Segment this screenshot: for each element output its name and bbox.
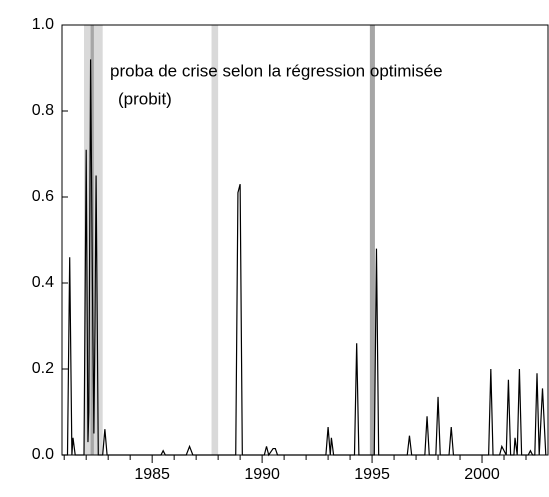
line-series xyxy=(62,59,547,457)
shaded-region xyxy=(211,25,219,455)
y-tick-label: 1.0 xyxy=(32,16,54,33)
annotation: proba de crise selon la régression optim… xyxy=(110,61,443,80)
y-tick-label: 0.4 xyxy=(32,274,54,291)
x-tick-label: 1995 xyxy=(354,466,390,483)
shaded-region xyxy=(369,25,375,455)
y-tick-label: 0.0 xyxy=(32,446,54,463)
x-tick-label: 1990 xyxy=(244,466,280,483)
x-tick-label: 2000 xyxy=(464,466,500,483)
annotation: (probit) xyxy=(118,89,172,108)
x-tick-label: 1985 xyxy=(134,466,170,483)
y-tick-label: 0.6 xyxy=(32,188,54,205)
y-tick-label: 0.8 xyxy=(32,102,54,119)
y-tick-label: 0.2 xyxy=(32,360,54,377)
